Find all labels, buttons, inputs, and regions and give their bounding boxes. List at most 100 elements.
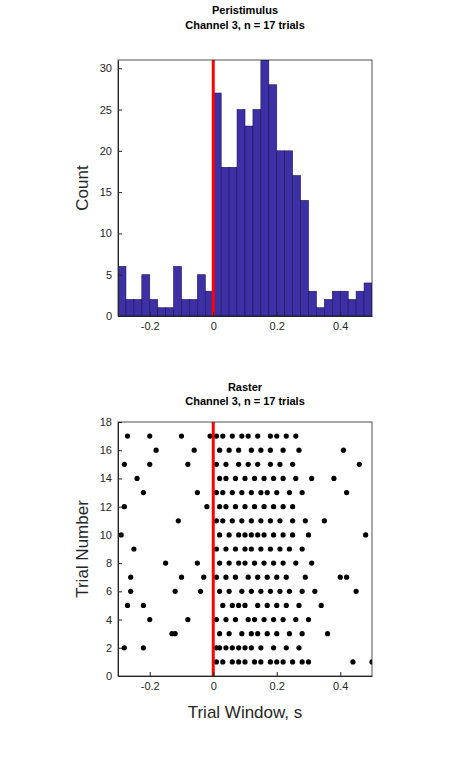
spike-point <box>258 546 263 551</box>
spike-point <box>122 645 127 650</box>
spike-point <box>239 518 244 523</box>
y-tick-label: 25 <box>100 104 112 116</box>
spike-point <box>227 532 232 537</box>
spike-point <box>261 561 266 566</box>
y-tick-label: 14 <box>100 472 112 484</box>
y-tick-mark <box>118 478 122 479</box>
spike-point <box>220 659 225 664</box>
y-tick-mark <box>118 591 122 592</box>
histogram-bar <box>197 275 205 316</box>
x-tick: 0.2 <box>270 312 285 332</box>
y-tick-label: 0 <box>106 310 112 322</box>
y-tick: 10 <box>100 227 122 239</box>
spike-point <box>141 490 146 495</box>
spike-point <box>255 575 260 580</box>
y-tick-mark <box>118 110 122 111</box>
spike-point <box>293 476 298 481</box>
x-tick: 0 <box>211 312 217 332</box>
histogram-bar <box>118 266 126 316</box>
x-tick-mark <box>277 672 278 676</box>
spike-point <box>268 546 273 551</box>
x-tick-mark <box>213 312 214 316</box>
spike-point <box>230 490 235 495</box>
stimulus-line <box>212 60 215 316</box>
spike-point <box>303 575 308 580</box>
spike-point <box>141 603 146 608</box>
y-tick: 14 <box>100 472 122 484</box>
spike-point <box>274 575 279 580</box>
y-tick-label: 0 <box>106 670 112 682</box>
y-tick-mark <box>118 275 122 276</box>
spike-point <box>312 589 317 594</box>
spike-point <box>223 645 228 650</box>
spike-point <box>249 518 254 523</box>
histogram-bar <box>269 85 277 316</box>
spike-point <box>271 476 276 481</box>
x-tick: 0.2 <box>270 672 285 692</box>
x-tick-mark <box>340 672 341 676</box>
spike-point <box>258 448 263 453</box>
spike-point <box>265 575 270 580</box>
spike-point <box>236 462 241 467</box>
spike-point <box>293 561 298 566</box>
spike-point <box>284 575 289 580</box>
spike-point <box>227 448 232 453</box>
spike-point <box>122 462 127 467</box>
spike-point <box>258 518 263 523</box>
spike-point <box>265 603 270 608</box>
x-tick-mark <box>213 672 214 676</box>
spike-point <box>223 617 228 622</box>
y-tick-label: 4 <box>106 614 112 626</box>
spike-point <box>281 561 286 566</box>
spike-point <box>223 462 228 467</box>
spike-point <box>230 645 235 650</box>
chart-subtitle: Channel 3, n = 17 trials <box>185 19 305 31</box>
spike-point <box>217 561 222 566</box>
spike-point <box>242 561 247 566</box>
spike-point <box>293 434 298 439</box>
spike-point <box>338 575 343 580</box>
y-tick: 18 <box>100 416 122 428</box>
spike-point <box>277 518 282 523</box>
y-axis-title: Count <box>73 165 92 211</box>
spike-point <box>268 589 273 594</box>
spike-point <box>249 589 254 594</box>
histogram-bar <box>174 266 182 316</box>
histogram-bar <box>309 291 317 316</box>
spike-point <box>363 532 368 537</box>
spike-point <box>300 589 305 594</box>
spike-point <box>242 603 247 608</box>
spike-point <box>230 434 235 439</box>
x-axis-line <box>119 316 373 317</box>
x-tick-mark <box>150 312 151 316</box>
spike-point <box>246 617 251 622</box>
spike-point <box>239 631 244 636</box>
spike-point <box>249 490 254 495</box>
spike-point <box>239 589 244 594</box>
spike-point <box>271 645 276 650</box>
spike-point <box>303 518 308 523</box>
spike-point <box>287 546 292 551</box>
spike-point <box>255 462 260 467</box>
y-tick-mark <box>118 316 122 317</box>
spike-point <box>236 448 241 453</box>
y-tick-mark <box>118 450 122 451</box>
spike-point <box>246 434 251 439</box>
histogram-bar <box>253 110 261 316</box>
spike-point <box>220 603 225 608</box>
spike-point <box>252 617 257 622</box>
histogram-bar <box>221 167 229 316</box>
spike-point <box>281 659 286 664</box>
spike-point <box>176 518 181 523</box>
spike-point <box>236 645 241 650</box>
spike-point <box>255 631 260 636</box>
spike-point <box>201 575 206 580</box>
spike-point <box>134 476 139 481</box>
marks <box>119 422 372 676</box>
spike-point <box>128 589 133 594</box>
x-tick-label: -0.2 <box>141 680 160 692</box>
spike-point <box>296 645 301 650</box>
spike-point <box>246 462 251 467</box>
spike-point <box>255 532 260 537</box>
spike-point <box>125 603 130 608</box>
